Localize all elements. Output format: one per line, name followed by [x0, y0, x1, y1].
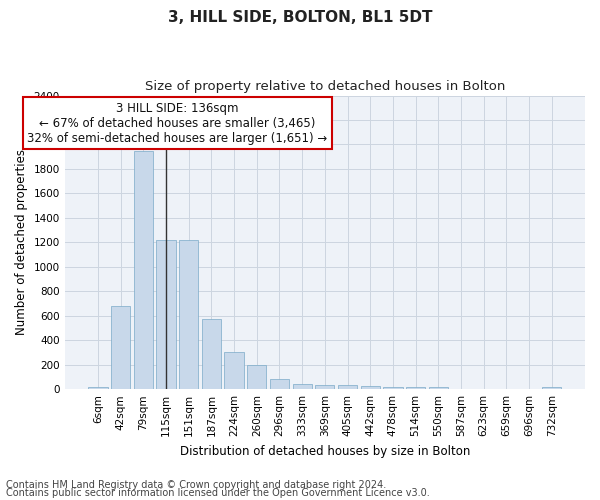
Bar: [247, 364, 266, 389]
Bar: [111, 306, 130, 389]
Bar: [361, 386, 380, 389]
Bar: [179, 240, 199, 389]
Title: Size of property relative to detached houses in Bolton: Size of property relative to detached ho…: [145, 80, 505, 93]
Bar: [134, 150, 153, 389]
Y-axis label: Number of detached properties: Number of detached properties: [15, 150, 28, 336]
Bar: [88, 388, 107, 389]
X-axis label: Distribution of detached houses by size in Bolton: Distribution of detached houses by size …: [179, 444, 470, 458]
Bar: [270, 380, 289, 389]
Bar: [428, 388, 448, 389]
Bar: [383, 387, 403, 389]
Bar: [202, 320, 221, 389]
Bar: [315, 384, 334, 389]
Bar: [338, 385, 357, 389]
Text: 3, HILL SIDE, BOLTON, BL1 5DT: 3, HILL SIDE, BOLTON, BL1 5DT: [168, 10, 432, 25]
Text: 3 HILL SIDE: 136sqm
← 67% of detached houses are smaller (3,465)
32% of semi-det: 3 HILL SIDE: 136sqm ← 67% of detached ho…: [27, 102, 328, 144]
Bar: [542, 387, 562, 389]
Text: Contains HM Land Registry data © Crown copyright and database right 2024.: Contains HM Land Registry data © Crown c…: [6, 480, 386, 490]
Bar: [157, 240, 176, 389]
Bar: [406, 387, 425, 389]
Bar: [224, 352, 244, 389]
Bar: [293, 384, 312, 389]
Text: Contains public sector information licensed under the Open Government Licence v3: Contains public sector information licen…: [6, 488, 430, 498]
